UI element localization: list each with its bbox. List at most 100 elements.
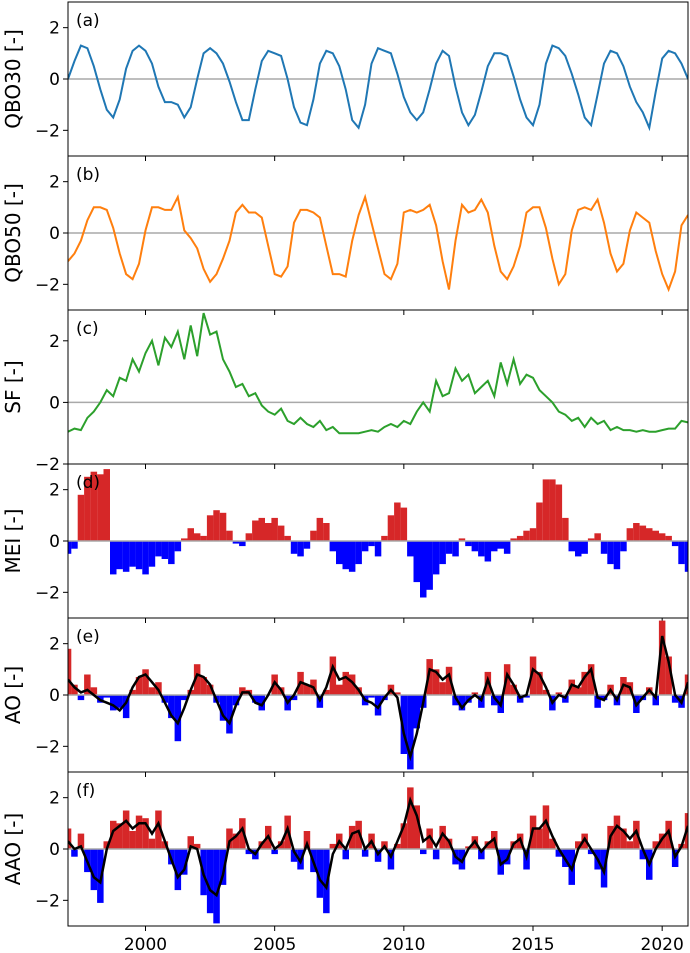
positive-bar	[658, 620, 666, 695]
positive-bar	[394, 843, 401, 849]
plot-area	[68, 193, 688, 293]
negative-bar	[575, 541, 582, 557]
negative-bar	[122, 541, 130, 572]
positive-bar	[445, 666, 453, 695]
plot-area	[68, 44, 688, 132]
positive-bar	[652, 530, 659, 541]
y-axis-label: QBO50 [-]	[1, 183, 25, 282]
positive-bar	[277, 525, 285, 541]
negative-bar	[161, 541, 169, 559]
negative-bar	[407, 541, 414, 557]
positive-bar	[407, 787, 414, 849]
negative-bar	[484, 541, 492, 562]
negative-bar	[148, 541, 156, 567]
positive-bar	[587, 664, 595, 695]
y-tick-label: −2	[35, 275, 60, 295]
positive-bar	[226, 530, 233, 541]
negative-bar	[600, 541, 608, 554]
negative-bar	[432, 541, 440, 575]
positive-bar	[381, 535, 388, 541]
x-tick-label: 2005	[253, 935, 296, 953]
positive-bar	[658, 533, 666, 541]
positive-bar	[394, 502, 401, 541]
negative-bar	[168, 541, 175, 565]
y-tick-label: −2	[35, 891, 60, 911]
negative-bar	[407, 695, 414, 770]
positive-bar	[542, 689, 550, 695]
positive-bar	[258, 517, 265, 541]
negative-bar	[213, 849, 220, 924]
negative-bar	[478, 849, 485, 860]
negative-bar	[620, 541, 627, 552]
negative-bar	[374, 541, 382, 557]
y-axis-label: AO [-]	[1, 666, 25, 724]
positive-bar	[633, 523, 640, 541]
panel-label: (f)	[76, 781, 95, 801]
negative-bar	[245, 849, 253, 855]
y-tick-label: 0	[49, 224, 60, 244]
negative-bar	[90, 849, 98, 891]
negative-bar	[600, 695, 608, 701]
negative-bar	[290, 695, 298, 701]
negative-bar	[181, 695, 188, 701]
positive-bar	[581, 671, 588, 695]
x-tick-label: 2010	[382, 935, 425, 953]
positive-bar	[665, 656, 672, 695]
negative-bar	[206, 849, 214, 914]
panel-3: −2 0 2 SF [-] (c)	[1, 309, 689, 475]
y-tick-label: 2	[49, 789, 60, 809]
panel-label: (a)	[76, 11, 100, 31]
positive-bar	[245, 533, 253, 541]
negative-bar	[374, 695, 382, 716]
positive-bar	[542, 805, 550, 849]
y-tick-label: 2	[49, 635, 60, 655]
negative-bar	[135, 541, 143, 570]
negative-bar	[678, 541, 685, 565]
negative-bar	[452, 695, 459, 706]
plot-area	[68, 620, 688, 770]
positive-bar	[562, 517, 569, 541]
positive-bar	[549, 838, 556, 849]
positive-bar	[232, 833, 240, 849]
positive-bar	[529, 656, 537, 695]
negative-bar	[110, 541, 117, 575]
positive-bar	[68, 828, 72, 849]
negative-bar	[290, 849, 298, 862]
positive-bar	[71, 684, 78, 695]
positive-bar	[226, 828, 233, 849]
positive-bar	[613, 815, 621, 849]
y-axis-label: QBO30 [-]	[1, 29, 25, 128]
negative-bar	[116, 541, 123, 570]
positive-bar	[665, 535, 672, 541]
positive-bar	[626, 841, 634, 849]
positive-bar	[536, 671, 543, 695]
plot-area	[68, 469, 688, 598]
positive-bar	[68, 648, 72, 695]
smoothed-line	[68, 796, 688, 898]
negative-bar	[174, 695, 182, 742]
x-tick-label: 2020	[641, 935, 684, 953]
series-line	[68, 193, 688, 293]
positive-bar	[652, 841, 659, 849]
positive-bar	[239, 818, 246, 849]
negative-bar	[342, 849, 349, 860]
negative-bar	[491, 695, 498, 706]
negative-bar	[297, 541, 304, 557]
positive-bar	[187, 528, 194, 541]
positive-bar	[400, 823, 408, 849]
y-tick-label: −2	[35, 121, 60, 141]
positive-bar	[458, 538, 466, 541]
positive-bar	[523, 530, 530, 541]
positive-bar	[536, 828, 543, 849]
positive-bar	[97, 474, 104, 541]
positive-bar	[200, 677, 207, 695]
positive-bar	[510, 684, 517, 695]
y-tick-label: 0	[49, 393, 60, 413]
positive-bar	[103, 469, 110, 541]
positive-bar	[323, 523, 330, 541]
negative-bar	[155, 541, 162, 557]
positive-bar	[400, 507, 408, 541]
panel-label: (b)	[76, 165, 100, 185]
positive-bar	[639, 525, 647, 541]
positive-bar	[316, 517, 324, 541]
